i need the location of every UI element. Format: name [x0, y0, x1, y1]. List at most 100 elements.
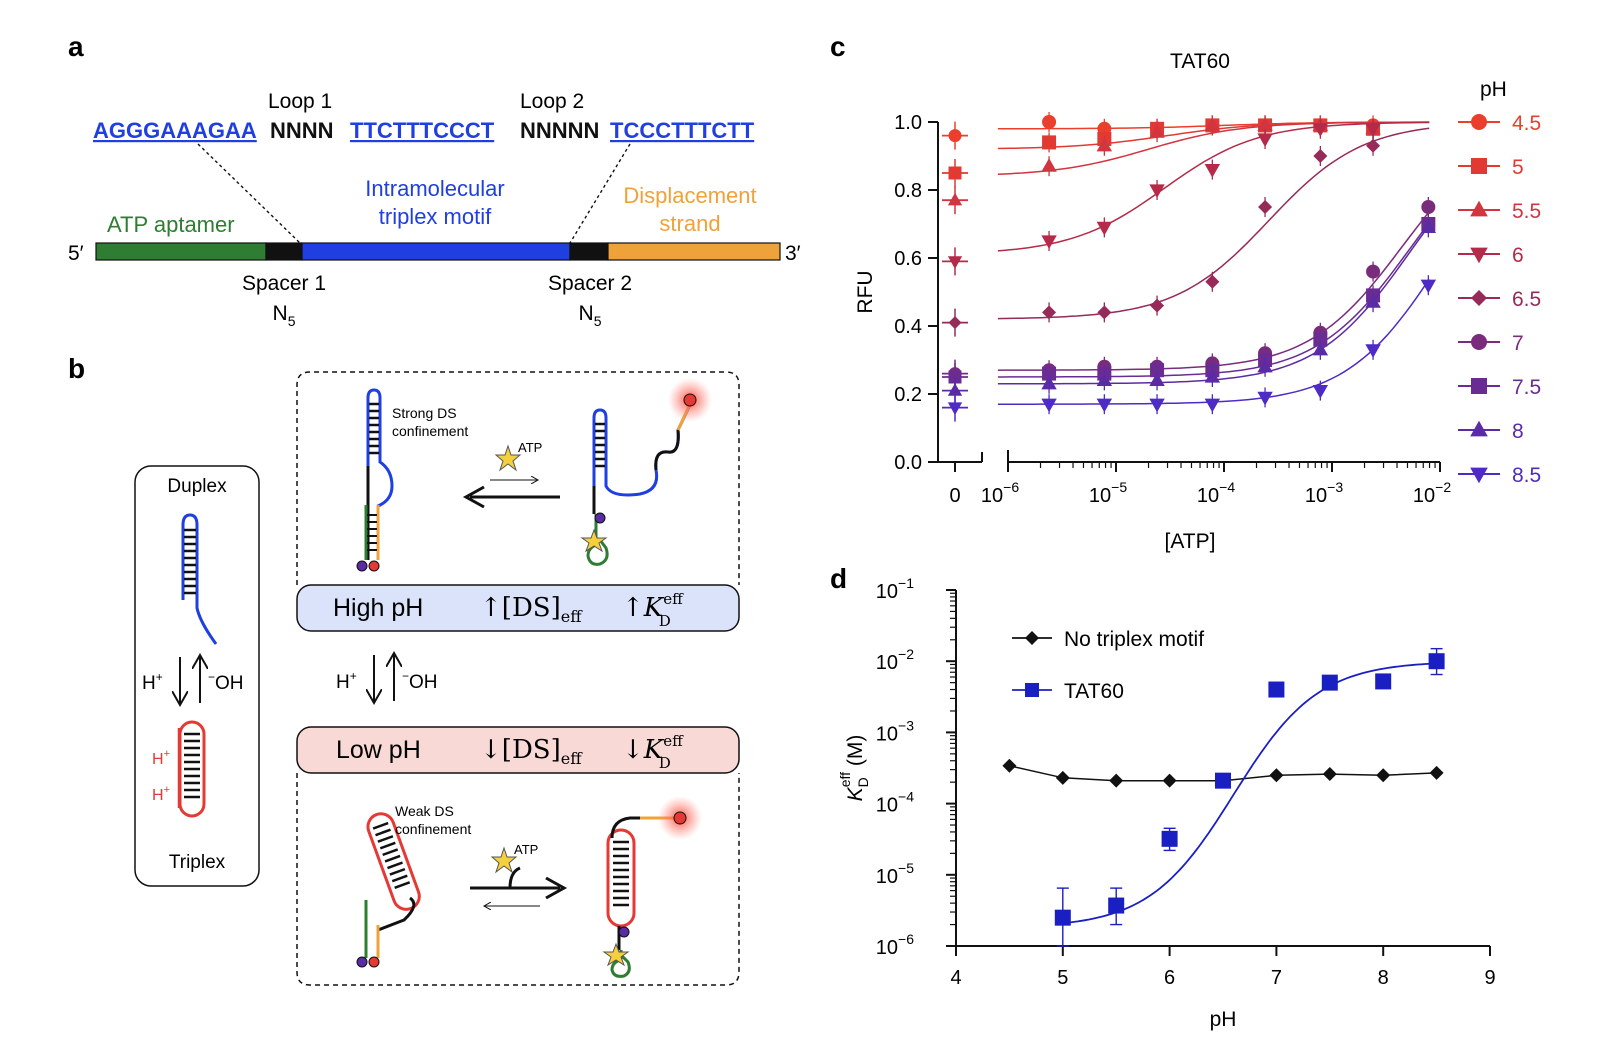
construct-bar	[95, 242, 781, 261]
chart-d-legend-marker	[1025, 631, 1039, 645]
chart-d-x-tick-label: 5	[1057, 967, 1068, 989]
chart-c-point	[1420, 219, 1437, 233]
chart-d-x-tick-label: 9	[1484, 967, 1495, 989]
seq-loop2: NNNNN	[520, 118, 599, 143]
chart-c-point	[1257, 133, 1273, 148]
left-oh-minus: −OH	[208, 670, 244, 694]
chart-c-x-tick-label-zero: 0	[949, 485, 960, 507]
chart-d-point-no-triplex	[1055, 770, 1070, 785]
high-ph-label: High pH	[333, 594, 423, 622]
chart-c-point	[947, 383, 963, 396]
atp-star-top	[494, 444, 522, 472]
segment-label-triplex-2: triplex motif	[379, 204, 492, 229]
segment-aptamer	[95, 242, 267, 261]
chart-c-point	[1313, 332, 1328, 347]
dotted-guide-right	[569, 143, 631, 244]
chart-c-y-tick-label: 0.4	[894, 316, 922, 338]
triplex-h-plus-2: H+	[152, 784, 170, 804]
low-ph-kd: ↓Keff D	[622, 732, 684, 772]
chart-d-y-tick-label: 10−2	[876, 646, 914, 674]
chart-d-legend-marker	[1025, 683, 1039, 697]
chart-d-point-tat60	[1054, 909, 1071, 926]
chart-c-point	[947, 256, 963, 269]
duplex-hairpin	[181, 513, 218, 645]
chart-c-x-tick-label: 10−6	[981, 479, 1019, 507]
chart-c-point	[1365, 344, 1381, 358]
panel-label-a: a	[68, 31, 84, 62]
panel-label-b: b	[68, 353, 85, 384]
chart-c-legend-label: 5	[1512, 156, 1524, 179]
segment-spacer2	[569, 242, 609, 261]
chart-c-point	[947, 402, 963, 416]
chart-c-legend-label: 5.5	[1512, 200, 1541, 223]
chart-c-y-tick-label: 0.6	[894, 248, 922, 270]
chart-d-point-no-triplex	[1162, 773, 1177, 788]
chart-c-legend-marker	[1471, 334, 1487, 350]
chart-c-legend-marker	[1471, 114, 1487, 130]
chart-c-point	[1312, 385, 1329, 399]
chart-c-point	[1257, 391, 1273, 406]
chart-c-point	[948, 129, 962, 143]
chart-c-point	[1042, 115, 1057, 129]
chart-c-point	[948, 316, 962, 330]
weak-ds-structure	[356, 812, 421, 968]
chart-d-x-label: pH	[1210, 1008, 1237, 1031]
loop2-label: Loop 2	[520, 90, 584, 113]
chart-c-point	[1096, 372, 1113, 386]
chart-c-point	[1042, 305, 1057, 320]
chart-c-x-tick-label: 10−2	[1413, 479, 1451, 507]
chart-d-legend-label: No triplex motif	[1064, 628, 1204, 651]
spacer1-n: N5	[273, 302, 296, 329]
spacer2-n: N5	[579, 302, 602, 329]
chart-c-fit-7.5	[997, 222, 1430, 378]
seq-aptamer-end: AGGGAAAGAA	[93, 118, 257, 143]
chart-d-legend-label: TAT60	[1064, 680, 1124, 703]
chart-c-legend-label: 7	[1512, 332, 1524, 355]
chart-c-point	[1257, 117, 1273, 131]
chart-c-point	[1097, 305, 1112, 320]
mid-oh-minus: −OH	[402, 669, 438, 693]
seq-loop1: NNNN	[270, 118, 334, 143]
segment-spacer1	[265, 242, 303, 261]
low-ph-ds: ↓[DS]eff	[480, 735, 583, 768]
chart-c-point	[1204, 164, 1221, 178]
chart-d-fit-tat60	[1062, 662, 1437, 925]
chart-c-point	[1312, 123, 1329, 137]
chart-c-legend-label: 8.5	[1512, 464, 1541, 487]
seq-displacement: TCCCTTTCTT	[610, 118, 755, 143]
chart-c-legend-label: 8	[1512, 420, 1524, 443]
high-ph-box	[296, 584, 740, 632]
chart-c-point	[1421, 200, 1436, 214]
chart-d-y-tick-label: 10−6	[876, 931, 914, 959]
chart-d-x-tick-label: 4	[950, 967, 961, 989]
chart-c-point	[1366, 264, 1381, 279]
chart-c-fit-8.5	[997, 278, 1430, 405]
chart-d-x-tick-label: 7	[1271, 967, 1282, 989]
atp-label-top: ATP	[518, 440, 542, 455]
strong-confinement-2: confinement	[392, 423, 468, 439]
chart-c-point	[947, 192, 963, 206]
chart-c: TAT60 0.0 0.2 0.4 0.6 0.8 1.0 RFU 0 10−6 10−5 10−4 1…	[854, 50, 1541, 553]
chart-c-point	[948, 166, 962, 180]
chart-c-x-tick-label: 10−5	[1089, 479, 1127, 507]
chart-c-title: TAT60	[1170, 50, 1230, 73]
chart-d: 10−6 10−5 10−4 10−3 10−2 10−1 4 5 6 7 8 9 pH KDeff (M…	[837, 575, 1496, 1031]
low-ph-label: Low pH	[336, 736, 421, 764]
chart-c-point	[1257, 358, 1273, 373]
five-prime-label: 5′	[68, 242, 84, 265]
chart-c-point	[1204, 398, 1221, 413]
chart-c-point	[1312, 341, 1329, 356]
strong-ds-structure	[356, 388, 394, 572]
chart-c-point	[1041, 375, 1057, 390]
big-right-arrowhead	[545, 876, 568, 900]
chart-c-point	[1041, 398, 1057, 413]
chart-c-point	[1365, 123, 1381, 137]
chart-d-y-label: KDeff (M)	[837, 735, 871, 802]
chart-d-point-tat60	[1215, 772, 1231, 789]
chart-c-fit-6.5	[997, 127, 1430, 320]
big-left-arrowhead	[462, 485, 485, 509]
dashed-box-top	[296, 371, 740, 585]
chart-c-point	[1204, 117, 1221, 131]
sequence-line: AGGGAAAGAA NNNN TTCTTTCCCT NNNNN TCCCTTT…	[93, 118, 755, 143]
